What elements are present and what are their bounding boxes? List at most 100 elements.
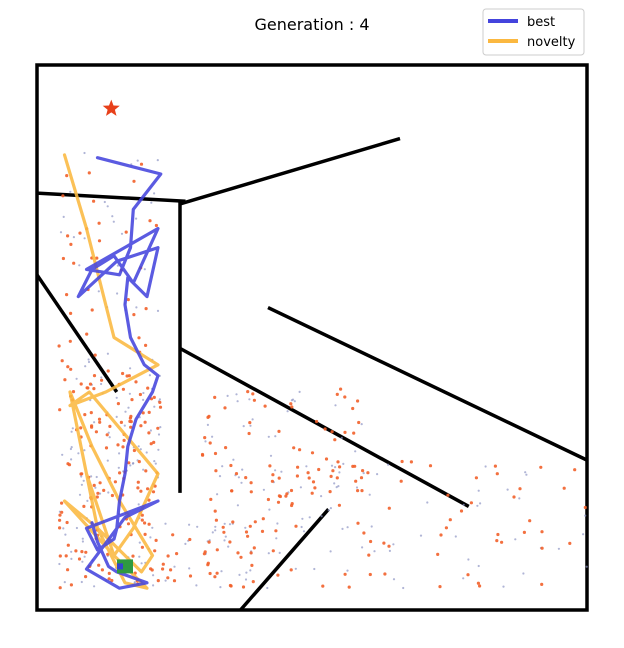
novelty-point [328, 490, 332, 494]
novelty-point [383, 572, 387, 576]
novelty-point [248, 421, 252, 425]
novelty-point [228, 540, 232, 544]
novelty-point [290, 503, 294, 508]
novelty-point [121, 445, 125, 449]
archive-point [313, 567, 316, 571]
novelty-point [121, 371, 125, 376]
novelty-point [139, 162, 144, 166]
archive-point [195, 584, 198, 587]
novelty-point [97, 239, 102, 243]
novelty-point [97, 563, 101, 567]
maze-wall [267, 305, 588, 462]
novelty-point [539, 465, 543, 469]
novelty-point [80, 550, 84, 554]
novelty-point [102, 488, 106, 492]
novelty-point [540, 546, 544, 550]
novelty-point [78, 231, 82, 235]
archive-point [370, 525, 373, 528]
archive-point [479, 502, 482, 505]
archive-point [242, 425, 245, 428]
novelty-point [156, 426, 160, 430]
novelty-point [172, 579, 177, 583]
archive-point [227, 545, 230, 548]
novelty-point [207, 414, 211, 418]
novelty-point [130, 398, 134, 402]
archive-point [100, 382, 103, 386]
novelty-point [221, 525, 225, 529]
archive-point [244, 578, 248, 581]
archive-point [93, 585, 96, 588]
archive-point [153, 405, 156, 408]
novelty-point [249, 551, 253, 555]
novelty-point [266, 497, 270, 502]
archive-point [87, 358, 90, 361]
novelty-point [61, 256, 65, 261]
archive-point [188, 567, 191, 570]
archive-point [145, 451, 148, 454]
novelty-point [249, 481, 253, 485]
markers [102, 99, 133, 574]
novelty-point [93, 353, 97, 357]
novelty-point [58, 518, 62, 522]
archive-point [355, 486, 359, 489]
novelty-point [95, 256, 99, 260]
archive-point [346, 526, 349, 529]
novelty-point [126, 298, 130, 302]
archive-point [342, 462, 345, 465]
archive-point [129, 464, 132, 467]
trajectory-best [76, 156, 163, 590]
novelty-point [128, 419, 132, 423]
archive-point [235, 393, 238, 396]
archive-point [219, 586, 222, 589]
novelty-point [158, 400, 162, 404]
novelty-point [295, 474, 299, 478]
archive-point [103, 200, 106, 204]
archive-point [82, 479, 85, 482]
novelty-point [188, 537, 192, 542]
archive-point [251, 418, 254, 421]
arena-border [35, 63, 589, 612]
novelty-point [276, 500, 281, 504]
novelty-point [230, 489, 234, 493]
archive-point [506, 488, 509, 491]
archive-point [149, 536, 152, 539]
novelty-point [246, 534, 250, 538]
novelty-point [97, 417, 102, 421]
archive-point [106, 205, 109, 208]
novelty-point [241, 585, 246, 589]
archive-point [72, 236, 75, 239]
archive-point [214, 529, 217, 532]
novelty-point [124, 230, 128, 234]
novelty-point [369, 539, 373, 544]
novelty-point [66, 234, 70, 238]
archive-point [164, 579, 167, 582]
novelty-point [336, 460, 340, 464]
novelty-point [439, 533, 443, 537]
archive-point [334, 466, 337, 469]
novelty-point [214, 518, 218, 522]
archive-point [335, 486, 338, 489]
archive-point [80, 483, 83, 486]
archive-point [156, 159, 159, 162]
archive-point [585, 565, 588, 568]
novelty-point [121, 387, 125, 391]
novelty-point [315, 419, 319, 424]
novelty-point [351, 406, 355, 411]
novelty-point [203, 436, 207, 440]
novelty-point [67, 463, 72, 467]
archive-point [123, 424, 126, 427]
novelty-point [92, 199, 96, 203]
archive-point [152, 574, 155, 577]
archive-point [86, 499, 89, 502]
novelty-point [540, 582, 544, 587]
novelty-point [151, 490, 156, 494]
archive-point [330, 464, 334, 467]
novelty-point [69, 583, 73, 587]
novelty-point [156, 579, 160, 583]
novelty-point [88, 382, 93, 386]
novelty-point [166, 554, 170, 558]
archive-point [276, 522, 279, 525]
novelty-point [87, 171, 91, 175]
novelty-point [222, 530, 226, 534]
